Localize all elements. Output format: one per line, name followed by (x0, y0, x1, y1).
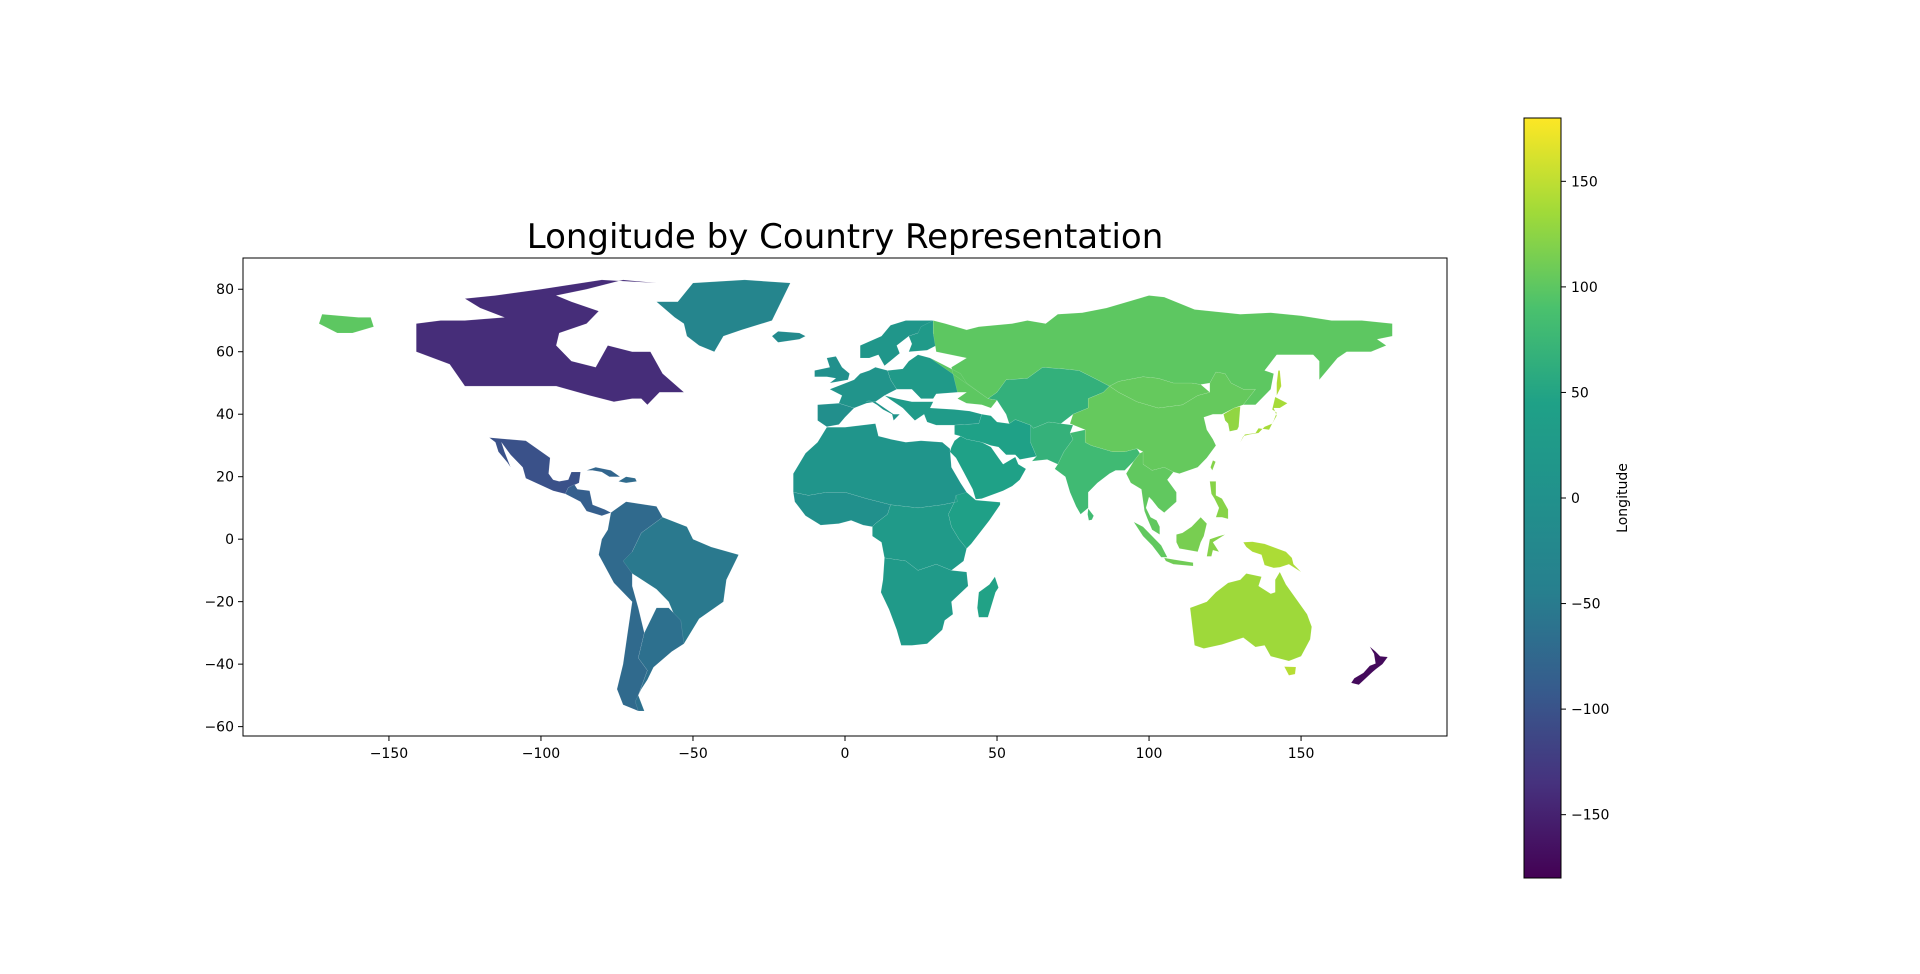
x-tick-label: 0 (841, 746, 850, 762)
x-axis: −150 −100 −50 0 50 100 150 (370, 736, 1315, 762)
region-java (1163, 557, 1194, 567)
colorbar-tick-label: 50 (1571, 385, 1589, 401)
colorbar-tick-label: 100 (1571, 280, 1598, 296)
x-tick-label: −100 (522, 746, 560, 762)
y-tick-label: 60 (216, 345, 234, 361)
colorbar-tick-label: −150 (1571, 808, 1609, 824)
region-afghanistan-pakistan (1030, 421, 1074, 465)
region-britain-ireland (814, 356, 850, 384)
region-iceland (771, 331, 806, 343)
region-madagascar (977, 576, 999, 618)
region-sulawesi (1206, 534, 1226, 557)
x-tick-label: 150 (1288, 746, 1315, 762)
y-tick-label: −60 (204, 720, 234, 736)
colorbar (1523, 117, 1562, 879)
region-japan (1240, 396, 1288, 443)
region-philippines (1209, 481, 1229, 520)
country-regions (318, 279, 1393, 712)
region-argentina-uruguay (634, 607, 685, 712)
region-tasmania (1283, 666, 1297, 676)
x-tick-label: 100 (1136, 746, 1163, 762)
region-hispaniola (617, 476, 637, 484)
region-central-africa (872, 495, 967, 571)
x-tick-label: −150 (370, 746, 408, 762)
region-india (1054, 429, 1141, 515)
y-tick-label: 20 (216, 470, 234, 486)
region-greenland (655, 279, 791, 352)
y-tick-label: −20 (204, 595, 234, 611)
region-indochina (1125, 451, 1177, 535)
region-new-guinea (1242, 541, 1302, 573)
colorbar-axis: −150 −100 −50 0 50 100 150 (1561, 174, 1609, 824)
y-tick-label: 80 (216, 282, 234, 298)
y-tick-label: −40 (204, 657, 234, 673)
region-borneo (1176, 517, 1208, 552)
region-finland (908, 320, 937, 352)
region-sri-lanka (1087, 508, 1094, 521)
region-central-america (565, 484, 612, 516)
region-scandinavia (860, 320, 934, 367)
y-tick-label: 0 (225, 532, 234, 548)
region-canada (416, 279, 685, 406)
region-new-zealand (1350, 646, 1389, 686)
x-tick-label: 50 (988, 746, 1006, 762)
region-korea (1223, 406, 1241, 432)
region-russia (929, 295, 1393, 409)
colorbar-tick-label: −50 (1571, 597, 1601, 613)
region-taiwan (1210, 460, 1216, 471)
colorbar-label: Longitude (1615, 463, 1631, 533)
region-australia (1189, 571, 1312, 662)
region-southern-africa (880, 557, 969, 646)
x-tick-label: −50 (678, 746, 708, 762)
colorbar-tick-label: 0 (1571, 491, 1580, 507)
region-sumatra (1133, 521, 1168, 558)
colorbar-tick-label: −100 (1571, 702, 1609, 718)
chart-title: Longitude by Country Representation (527, 217, 1164, 257)
region-italy (866, 399, 901, 421)
region-alaska (318, 313, 374, 334)
y-tick-label: 40 (216, 407, 234, 423)
region-arabia (949, 435, 1027, 500)
region-cuba (586, 467, 621, 477)
colorbar-tick-label: 150 (1571, 174, 1598, 190)
y-axis: −60 −40 −20 0 20 40 60 80 (204, 282, 243, 736)
region-middle-east (954, 413, 1037, 460)
region-sakhalin (1276, 370, 1282, 396)
